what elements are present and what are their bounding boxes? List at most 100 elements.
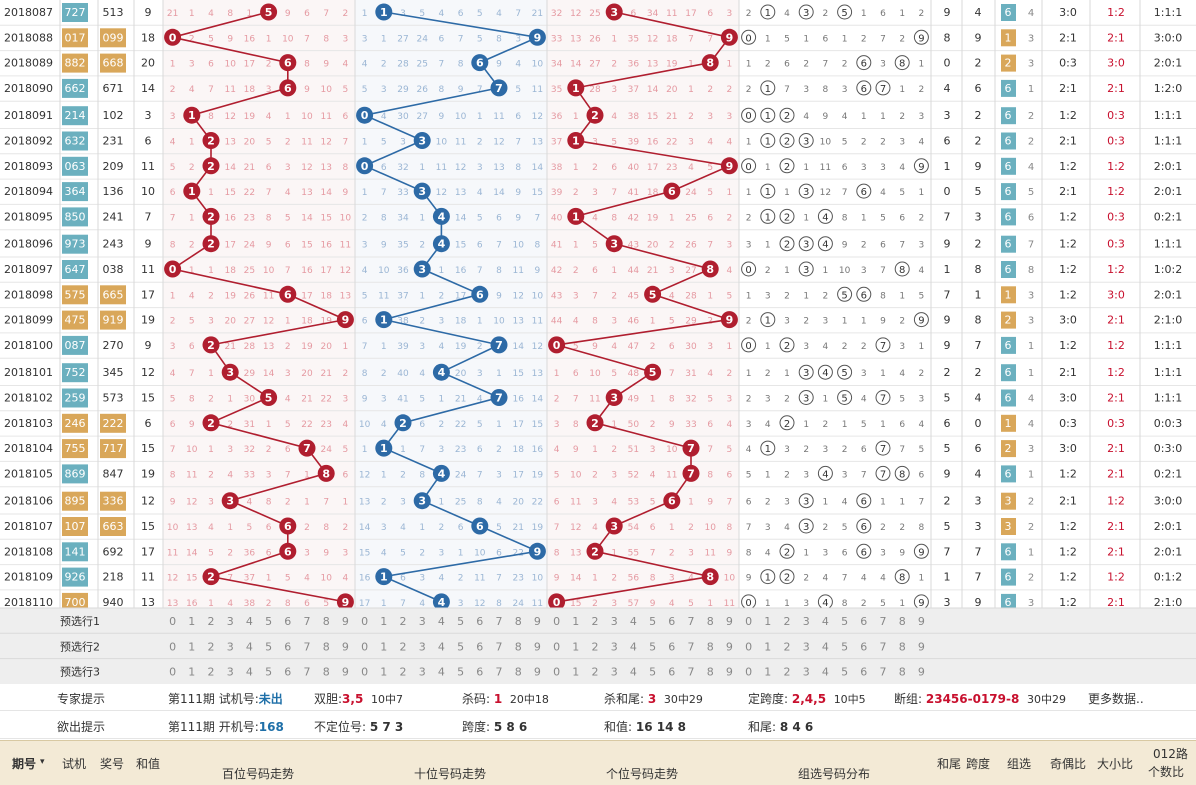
preselect-digit[interactable]: 2: [400, 640, 407, 653]
preselect-digit[interactable]: 9: [534, 640, 541, 653]
preselect-digit[interactable]: 4: [246, 640, 253, 653]
preselect-digit[interactable]: 2: [784, 615, 791, 628]
preselect-digit[interactable]: 3: [419, 640, 426, 653]
preselect-digit[interactable]: 8: [323, 640, 330, 653]
preselect-digit[interactable]: 6: [860, 640, 867, 653]
preselect-digit[interactable]: 0: [361, 615, 368, 628]
preselect-digit[interactable]: 9: [342, 640, 349, 653]
preselect-digit[interactable]: 3: [803, 640, 810, 653]
preselect-digit[interactable]: 2: [208, 666, 215, 679]
preselect-digit[interactable]: 0: [169, 615, 176, 628]
preselect-digit[interactable]: 9: [918, 615, 925, 628]
preselect-digit[interactable]: 4: [246, 666, 253, 679]
preselect-digit[interactable]: 6: [860, 615, 867, 628]
preselect-digit[interactable]: 3: [803, 615, 810, 628]
preselect-digit[interactable]: 2: [592, 666, 599, 679]
preselect-digit[interactable]: 8: [515, 615, 522, 628]
preselect-digit[interactable]: 5: [265, 640, 272, 653]
preselect-digit[interactable]: 1: [380, 640, 387, 653]
preselect-digit[interactable]: 1: [380, 615, 387, 628]
preselect-digit[interactable]: 9: [726, 615, 733, 628]
preselect-digit[interactable]: 7: [688, 666, 695, 679]
preselect-digit[interactable]: 4: [246, 615, 253, 628]
preselect-digit[interactable]: 3: [227, 640, 234, 653]
preselect-digit[interactable]: 9: [726, 666, 733, 679]
preselect-digit[interactable]: 8: [515, 666, 522, 679]
preselect-digit[interactable]: 6: [476, 666, 483, 679]
preselect-digit[interactable]: 4: [630, 615, 637, 628]
preselect-digit[interactable]: 1: [764, 615, 771, 628]
preselect-digit[interactable]: 3: [227, 666, 234, 679]
preselect-digit[interactable]: 1: [572, 615, 579, 628]
preselect-digit[interactable]: 0: [169, 640, 176, 653]
preselect-digit[interactable]: 0: [361, 666, 368, 679]
preselect-digit[interactable]: 7: [304, 615, 311, 628]
preselect-digit[interactable]: 6: [284, 615, 291, 628]
preselect-digit[interactable]: 9: [342, 666, 349, 679]
preselect-digit[interactable]: 0: [745, 666, 752, 679]
preselect-digit[interactable]: 5: [649, 615, 656, 628]
preselect-digit[interactable]: 9: [726, 640, 733, 653]
preselect-digit[interactable]: 6: [668, 666, 675, 679]
preselect-digit[interactable]: 2: [592, 640, 599, 653]
preselect-digit[interactable]: 7: [496, 666, 503, 679]
preselect-digit[interactable]: 0: [361, 640, 368, 653]
preselect-digit[interactable]: 8: [515, 640, 522, 653]
preselect-digit[interactable]: 2: [592, 615, 599, 628]
preselect-digit[interactable]: 5: [265, 615, 272, 628]
preselect-digit[interactable]: 9: [534, 666, 541, 679]
preselect-digit[interactable]: 0: [553, 666, 560, 679]
preselect-digit[interactable]: 6: [668, 640, 675, 653]
preselect-digit[interactable]: 4: [822, 640, 829, 653]
preselect-digit[interactable]: 7: [304, 666, 311, 679]
preselect-digit[interactable]: 1: [764, 640, 771, 653]
preselect-digit[interactable]: 2: [400, 615, 407, 628]
preselect-digit[interactable]: 1: [572, 666, 579, 679]
preselect-digit[interactable]: 8: [899, 640, 906, 653]
preselect-digit[interactable]: 6: [476, 615, 483, 628]
preselect-digit[interactable]: 4: [438, 615, 445, 628]
preselect-digit[interactable]: 5: [649, 640, 656, 653]
preselect-digit[interactable]: 3: [419, 666, 426, 679]
preselect-digit[interactable]: 7: [496, 615, 503, 628]
preselect-digit[interactable]: 6: [284, 666, 291, 679]
preselect-digit[interactable]: 4: [630, 640, 637, 653]
preselect-digit[interactable]: 5: [649, 666, 656, 679]
preselect-digit[interactable]: 9: [342, 615, 349, 628]
period-header-sort[interactable]: 期号: [12, 757, 37, 771]
preselect-digit[interactable]: 9: [918, 640, 925, 653]
more-data-link[interactable]: 更多数据..: [1088, 692, 1144, 706]
preselect-digit[interactable]: 7: [880, 615, 887, 628]
preselect-digit[interactable]: 8: [899, 666, 906, 679]
preselect-digit[interactable]: 0: [745, 640, 752, 653]
preselect-digit[interactable]: 6: [284, 640, 291, 653]
preselect-digit[interactable]: 3: [803, 666, 810, 679]
preselect-digit[interactable]: 2: [208, 615, 215, 628]
preselect-digit[interactable]: 1: [572, 640, 579, 653]
preselect-digit[interactable]: 0: [745, 615, 752, 628]
preselect-digit[interactable]: 4: [822, 666, 829, 679]
preselect-digit[interactable]: 3: [611, 615, 618, 628]
preselect-digit[interactable]: 5: [265, 666, 272, 679]
preselect-digit[interactable]: 5: [457, 666, 464, 679]
preselect-digit[interactable]: 2: [400, 666, 407, 679]
preselect-digit[interactable]: 9: [918, 666, 925, 679]
preselect-digit[interactable]: 5: [457, 640, 464, 653]
preselect-digit[interactable]: 7: [688, 615, 695, 628]
preselect-digit[interactable]: 2: [208, 640, 215, 653]
preselect-digit[interactable]: 3: [419, 615, 426, 628]
preselect-digit[interactable]: 3: [611, 666, 618, 679]
sort-arrow-icon[interactable]: ▾: [40, 757, 45, 767]
preselect-digit[interactable]: 2: [784, 666, 791, 679]
preselect-digit[interactable]: 0: [553, 615, 560, 628]
preselect-digit[interactable]: 5: [457, 615, 464, 628]
preselect-digit[interactable]: 5: [841, 615, 848, 628]
preselect-digit[interactable]: 6: [860, 666, 867, 679]
preselect-digit[interactable]: 7: [880, 640, 887, 653]
preselect-digit[interactable]: 1: [188, 640, 195, 653]
preselect-digit[interactable]: 3: [611, 640, 618, 653]
preselect-digit[interactable]: 8: [899, 615, 906, 628]
preselect-digit[interactable]: 8: [707, 666, 714, 679]
preselect-digit[interactable]: 1: [188, 615, 195, 628]
preselect-digit[interactable]: 0: [553, 640, 560, 653]
